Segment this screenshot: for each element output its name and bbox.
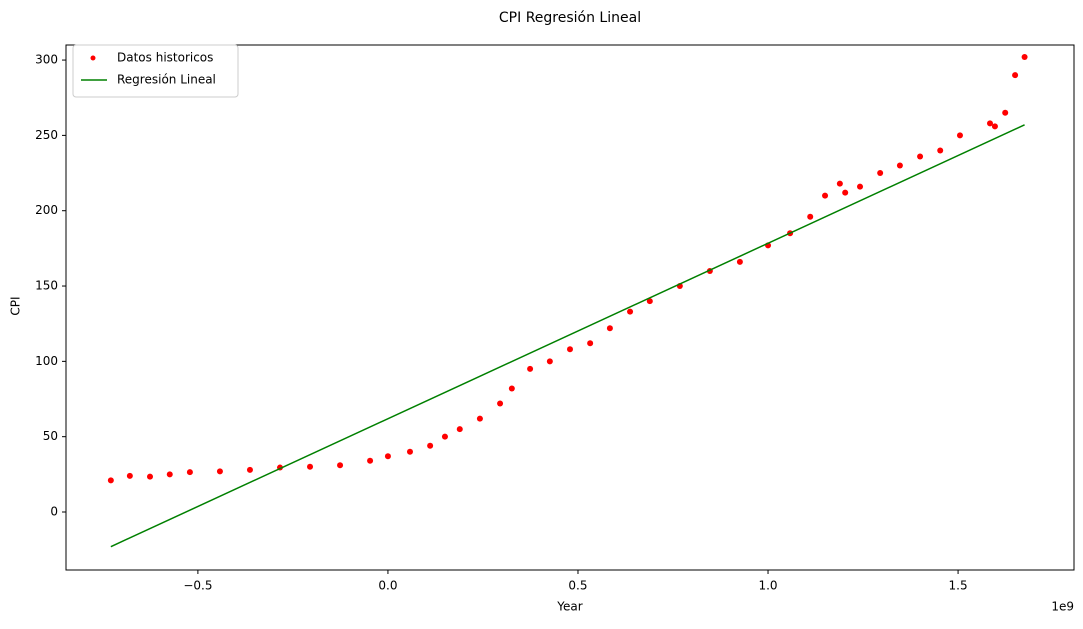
data-point bbox=[527, 365, 534, 372]
data-point bbox=[606, 325, 613, 332]
data-point bbox=[646, 298, 653, 305]
x-offset-label: 1e9 bbox=[1051, 600, 1074, 614]
data-point bbox=[842, 189, 849, 196]
x-axis-label: Year bbox=[556, 600, 582, 614]
data-point bbox=[384, 453, 391, 460]
regression-line bbox=[110, 124, 1025, 548]
data-point bbox=[822, 192, 829, 199]
data-point bbox=[1021, 54, 1028, 61]
data-point bbox=[736, 258, 743, 265]
y-tick-label: 100 bbox=[35, 354, 58, 368]
y-tick-label: 200 bbox=[35, 203, 58, 217]
data-point bbox=[567, 346, 573, 353]
y-tick-label: 150 bbox=[35, 279, 58, 293]
data-point bbox=[1012, 72, 1019, 79]
data-point bbox=[807, 213, 814, 220]
data-point bbox=[917, 153, 924, 160]
chart-title: CPI Regresión Lineal bbox=[499, 10, 641, 26]
legend-label: Datos historicos bbox=[117, 51, 213, 65]
data-point bbox=[937, 147, 944, 154]
x-tick-label: 0.0 bbox=[378, 579, 397, 593]
data-point bbox=[216, 468, 223, 475]
y-tick-label: 300 bbox=[35, 53, 58, 67]
data-point bbox=[406, 448, 413, 455]
data-point bbox=[987, 120, 993, 127]
data-point bbox=[836, 180, 843, 187]
data-point bbox=[956, 132, 963, 139]
data-point bbox=[126, 472, 133, 479]
y-tick-label: 50 bbox=[43, 429, 58, 443]
y-tick-label: 0 bbox=[50, 505, 58, 519]
data-point bbox=[508, 385, 515, 392]
x-tick-label: 0.5 bbox=[568, 579, 587, 593]
data-point bbox=[627, 308, 634, 315]
x-tick-label: 1.5 bbox=[949, 579, 968, 593]
data-point bbox=[147, 473, 153, 480]
data-point bbox=[107, 477, 114, 484]
legend-label: Regresión Lineal bbox=[117, 73, 216, 87]
data-point bbox=[166, 471, 173, 478]
legend-marker bbox=[90, 55, 96, 61]
data-point bbox=[1002, 109, 1009, 116]
data-point bbox=[857, 183, 864, 190]
x-tick-label: −0.5 bbox=[183, 579, 212, 593]
data-point bbox=[427, 442, 434, 449]
data-point bbox=[337, 462, 344, 469]
data-point bbox=[896, 162, 903, 169]
data-point bbox=[441, 433, 448, 440]
legend-box bbox=[72, 44, 239, 98]
data-point bbox=[186, 469, 193, 476]
data-point bbox=[367, 457, 374, 464]
data-point bbox=[476, 415, 483, 422]
data-point bbox=[246, 466, 253, 473]
data-point bbox=[307, 463, 314, 470]
data-point bbox=[497, 400, 504, 407]
data-point bbox=[991, 123, 998, 130]
plot-frame bbox=[65, 44, 1075, 571]
x-tick-label: 1.0 bbox=[758, 579, 777, 593]
data-point bbox=[587, 340, 594, 347]
data-point bbox=[456, 426, 463, 433]
y-tick-label: 250 bbox=[35, 128, 58, 142]
data-point bbox=[546, 358, 553, 365]
y-axis-label: CPI bbox=[9, 296, 23, 315]
data-point bbox=[877, 170, 884, 177]
